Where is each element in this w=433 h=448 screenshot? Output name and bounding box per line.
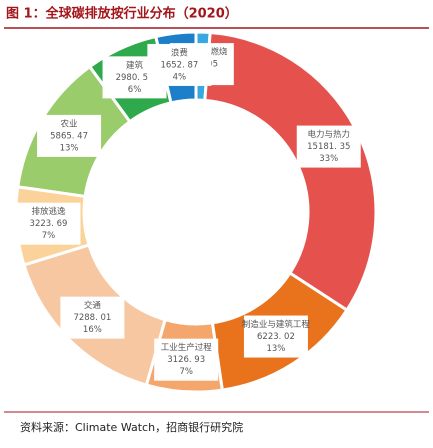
share-label: 6% [128,85,142,95]
segment-label: 制造业与建筑工程 6223. 02 13% [242,315,311,358]
source: 资料来源：Climate Watch，招商银行研究院 [20,420,243,434]
label-box [16,202,81,245]
value-label: 3126. 93 [167,355,205,365]
label-box [154,338,219,381]
label-box [147,43,212,86]
category-label: 交通 [84,300,102,311]
segment-label: 电力与热力 15181. 35 33% [296,125,361,168]
share-label: 4% [173,72,187,82]
label-box [37,114,102,157]
segment-label: 浪费 1652. 87 4% [147,43,212,86]
category-label: 电力与热力 [308,129,351,140]
label-box [243,315,308,358]
label-box [60,296,125,339]
category-label: 工业生产过程 [161,342,213,353]
share-label: 16% [83,325,102,335]
category-label: 浪费 [171,47,189,58]
value-label: 3223. 69 [30,219,68,229]
value-label: 2980. 52 [116,73,154,83]
category-label: 制造业与建筑工程 [242,319,311,330]
donut-segment [203,30,378,313]
share-label: 13% [60,143,79,153]
share-label: 33% [319,154,338,164]
segment-label: 农业 5865. 47 13% [37,114,102,157]
segment-label: 交通 7288. 01 16% [60,296,125,339]
share-label: 13% [266,344,285,354]
value-label: 7288. 01 [73,313,111,323]
label-box [296,125,361,168]
share-label: 7% [42,231,56,241]
category-label: 农业 [61,118,78,129]
category-label: 建筑 [126,60,144,71]
segment-label: 排放逃逸 3223. 69 7% [16,202,81,245]
value-label: 5865. 47 [50,131,88,141]
value-label: 1652. 87 [160,60,198,70]
value-label: 6223. 02 [257,332,295,342]
share-label: 7% [179,367,193,377]
value-label: 15181. 35 [307,142,350,152]
segment-label: 工业生产过程 3126. 93 7% [154,338,219,381]
chart-title: 图 1：全球碳排放按行业分布（2020） [6,6,238,22]
category-label: 排放逃逸 [31,206,66,217]
